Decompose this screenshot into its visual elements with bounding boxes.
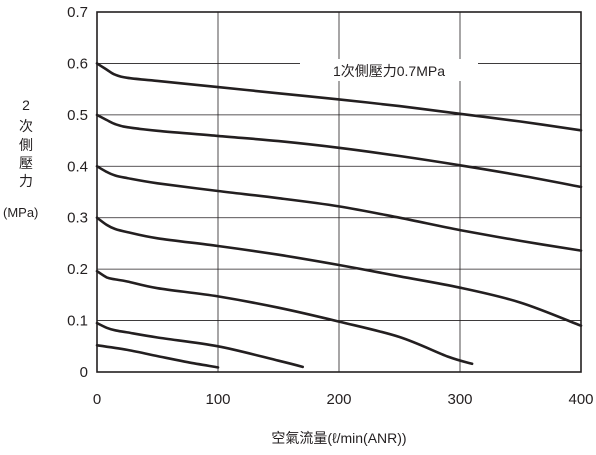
pressure-curve-1 [95, 113, 583, 189]
y-axis-title-char: 次 [19, 118, 33, 134]
pressure-curve-6 [95, 344, 220, 369]
annotation-label: 1次側壓力0.7MPa [333, 63, 445, 79]
y-axis-title-char: 壓 [19, 155, 33, 171]
y-tick-label-6: 0.6 [67, 55, 88, 72]
pressure-curve-3 [95, 216, 583, 327]
pressure-curve-0 [95, 62, 583, 132]
x-tick-label-0: 0 [93, 391, 101, 408]
annotation-group: 1次側壓力0.7MPa [300, 59, 478, 81]
pressure-curves [95, 62, 583, 369]
y-axis-title-char: 2 [22, 97, 30, 113]
x-tick-label-3: 300 [447, 391, 472, 408]
y-tick-label-0: 0 [80, 364, 88, 381]
pressure-curve-5 [95, 321, 304, 369]
x-tick-label-1: 100 [205, 391, 230, 408]
y-tick-label-3: 0.3 [67, 210, 88, 227]
plot-frame [96, 11, 582, 373]
x-tick-label-4: 400 [568, 391, 593, 408]
y-tick-label-5: 0.5 [67, 107, 88, 124]
pressure-curve-4 [95, 269, 474, 366]
pressure-curve-2 [95, 165, 583, 252]
annotation-background [300, 59, 478, 81]
y-axis-unit: (MPa) [3, 205, 39, 220]
x-tick-label-2: 200 [326, 391, 351, 408]
y-tick-label-1: 0.1 [67, 313, 88, 330]
y-tick-label-4: 0.4 [67, 158, 88, 175]
y-tick-label-7: 0.7 [67, 4, 88, 21]
x-axis-title: 空氣流量(ℓ/min(ANR)) [271, 430, 406, 446]
tick-labels: 0 100 200 300 400 0 0.1 0.2 0.3 0.4 0.5 0.6 0.7 [67, 4, 593, 408]
y-axis-title-char: 力 [19, 173, 33, 189]
y-axis-title-char: 側 [19, 137, 33, 153]
y-tick-label-2: 0.2 [67, 261, 88, 278]
